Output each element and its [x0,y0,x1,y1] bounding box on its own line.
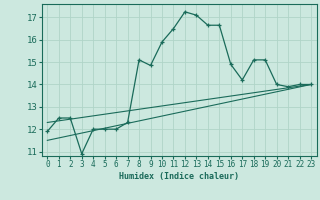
X-axis label: Humidex (Indice chaleur): Humidex (Indice chaleur) [119,172,239,181]
